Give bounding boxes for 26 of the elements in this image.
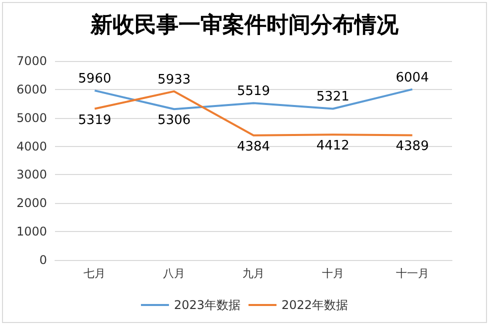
data-label: 5960 [78,72,112,87]
data-label: 4384 [236,139,270,154]
y-tick-label: 7000 [16,54,47,68]
y-tick-label: 1000 [16,224,47,239]
y-tick-label: 6000 [16,82,47,96]
data-label: 5319 [78,112,112,128]
data-label: 4389 [396,139,429,154]
data-label: 5321 [316,90,350,105]
chart-title: 新收民事一审案件时间分布情况 [90,12,400,38]
x-tick-label: 十一月 [396,267,429,280]
data-label: 5306 [158,113,191,128]
data-label: 4412 [316,138,350,154]
legend-label: 2023年数据 [174,298,241,312]
x-tick-label: 七月 [84,267,106,280]
legend-label: 2022年数据 [282,298,348,312]
y-tick-label: 5000 [16,110,47,125]
data-label: 6004 [396,70,429,86]
x-tick-label: 九月 [242,267,264,280]
x-tick-label: 十月 [322,267,344,280]
data-label: 5933 [158,72,191,88]
y-tick-label: 3000 [16,168,47,182]
data-label: 5519 [236,84,270,100]
y-tick-label: 0 [39,253,47,267]
y-tick-label: 2000 [16,196,47,210]
x-tick-label: 八月 [163,267,186,280]
y-tick-label: 4000 [16,139,47,154]
